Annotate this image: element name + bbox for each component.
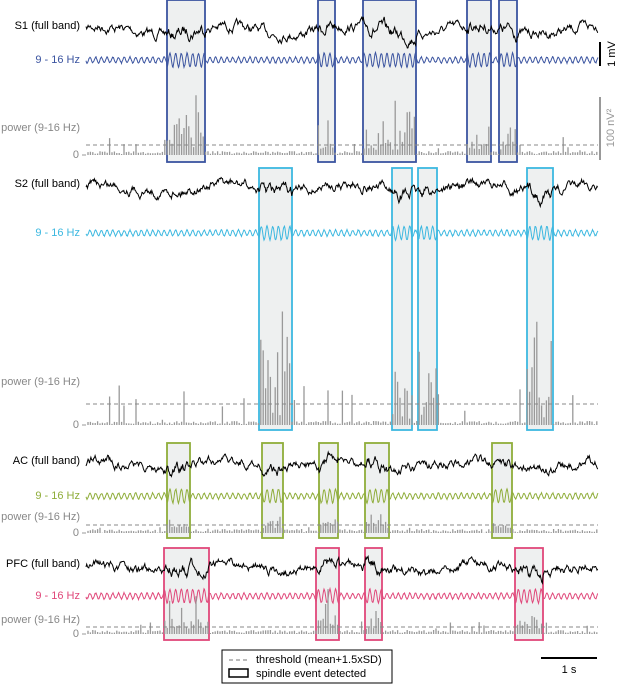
full-band-trace [85,450,599,478]
full-band-trace [85,16,599,49]
band-trace [85,487,599,506]
spindle-box [166,442,191,539]
scale-bars: 1 mV 100 nV² 1 s [541,41,617,676]
spindle-box [417,167,438,431]
spindle-box [498,0,518,163]
band-label: 9 - 16 Hz [35,227,80,239]
spindle-box [317,0,336,163]
zero-label: 0 [73,419,79,431]
time-label: 1 s [562,664,577,676]
power-trace [87,311,598,425]
full-band-label: S2 (full band) [15,178,80,190]
legend-spindle: spindle event detected [256,668,366,680]
panel: S1 (full band) 9 - 16 Hz power (9-16 Hz) 0 [1,0,599,163]
voltage-label: 1 mV [606,41,617,67]
full-band-trace [85,176,599,209]
band-label: 9 - 16 Hz [35,490,80,502]
band-label: 9 - 16 Hz [35,54,80,66]
panel: S2 (full band) 9 - 16 Hz power (9-16 Hz) 0 [1,167,599,431]
power-trace [87,514,598,533]
power-label: power (9-16 Hz) [1,122,80,134]
legend: threshold (mean+1.5xSD) spindle event de… [221,649,393,684]
band-label: 9 - 16 Hz [35,590,80,602]
spindle-box [526,167,554,431]
spindle-box [364,547,383,641]
zero-label: 0 [73,628,79,640]
zero-label: 0 [73,149,79,161]
power-scale-label: 100 nV² [605,108,617,147]
full-band-label: PFC (full band) [6,558,80,570]
power-trace [87,95,598,155]
full-band-label: S1 (full band) [15,20,80,32]
spindle-box [258,167,293,431]
band-trace [85,50,599,70]
legend-threshold: threshold (mean+1.5xSD) [256,654,382,666]
band-trace [85,586,599,606]
power-label: power (9-16 Hz) [1,614,80,626]
power-label: power (9-16 Hz) [1,511,80,523]
band-trace [85,223,599,243]
panel: PFC (full band) 9 - 16 Hz power (9-16 Hz) 0 [1,547,599,641]
spindle-box [362,0,417,163]
full-band-label: AC (full band) [13,455,80,467]
zero-label: 0 [73,527,79,539]
full-band-trace [85,555,599,585]
panel: AC (full band) 9 - 16 Hz power (9-16 Hz) 0 [1,442,599,539]
power-trace [87,589,598,634]
power-label: power (9-16 Hz) [1,376,80,388]
